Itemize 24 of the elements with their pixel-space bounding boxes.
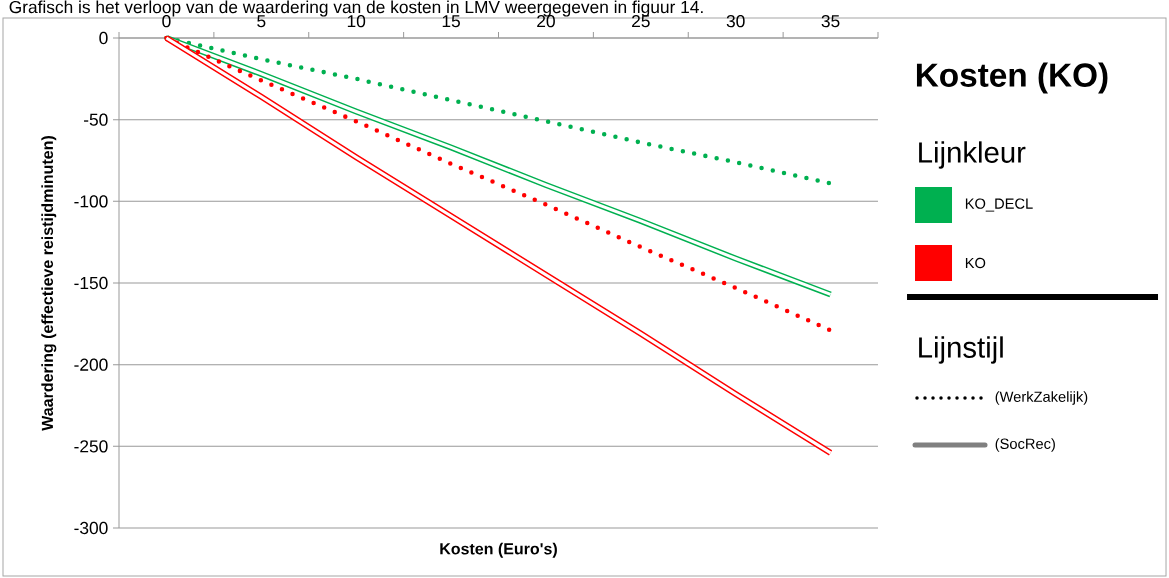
legend-title: Kosten (KO) xyxy=(916,62,1108,94)
x-tick-label: 5 xyxy=(257,15,266,28)
x-tick-label: 25 xyxy=(632,15,650,28)
x-tick-label: 30 xyxy=(726,15,745,28)
y-tick-label: -50 xyxy=(84,113,108,126)
x-tick-label: 20 xyxy=(537,15,555,28)
x-tick-label: 15 xyxy=(442,15,460,28)
x-tick-label: 10 xyxy=(347,15,366,28)
x-tick-label: 0 xyxy=(162,15,171,28)
x-axis-title: Kosten (Euro's) xyxy=(440,542,557,558)
text: Lijnstijl xyxy=(919,336,1003,364)
x-tick-label: 35 xyxy=(821,15,840,28)
y-tick-label: -200 xyxy=(74,358,108,371)
text: (SocRec) xyxy=(995,438,1055,452)
text: KO_DECL xyxy=(965,198,1033,212)
y-tick-label: -150 xyxy=(74,276,108,290)
y-tick-label: -250 xyxy=(74,440,108,453)
text: KO xyxy=(965,257,986,269)
text: Lijnkleur xyxy=(919,141,1026,169)
text: (WerkZakelijk) xyxy=(995,391,1088,405)
y-tick-label: -100 xyxy=(74,195,108,208)
y-tick-label: 0 xyxy=(99,31,108,45)
y-axis-title: Waardering (effectieve reistijdminuten) xyxy=(41,136,57,431)
y-tick-label: -300 xyxy=(74,521,108,535)
